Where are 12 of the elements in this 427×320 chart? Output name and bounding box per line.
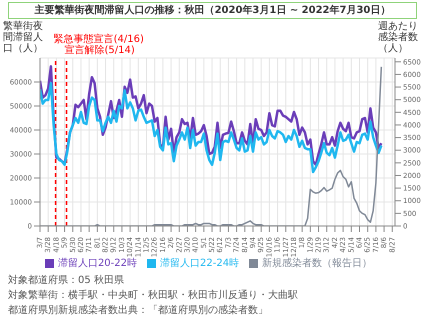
y2-axis-title: 週あたり感染者数（人） <box>378 21 419 54</box>
legend-label: 新規感染者数（報告日） <box>262 258 372 269</box>
y-axis-title: 繁華街夜間滞留人口（人） <box>3 21 44 54</box>
text: 対象繁華街：横手駅・中央町・秋田駅・秋田市川反通り・大曲駅 <box>8 288 298 302</box>
chart-title: 主要繁華街夜間滞留人口の推移：秋田（2020年3月1日 ~ 2022年7月30日） <box>8 2 417 19</box>
ref-line-label: 宣言解除(5/14) <box>64 44 135 56</box>
line-series <box>40 82 383 174</box>
legend-label: 滞留人口22-24時 <box>160 258 240 269</box>
legend-label: 滞留人口20-22時 <box>58 258 137 269</box>
ref-line-label: 緊急事態宣言(4/16) <box>54 33 144 45</box>
text: 対象都道府県：05 秋田県 <box>8 274 124 287</box>
text: 都道府県別新規感染者数出典：「都道府県別の感染者数」 <box>8 304 268 317</box>
